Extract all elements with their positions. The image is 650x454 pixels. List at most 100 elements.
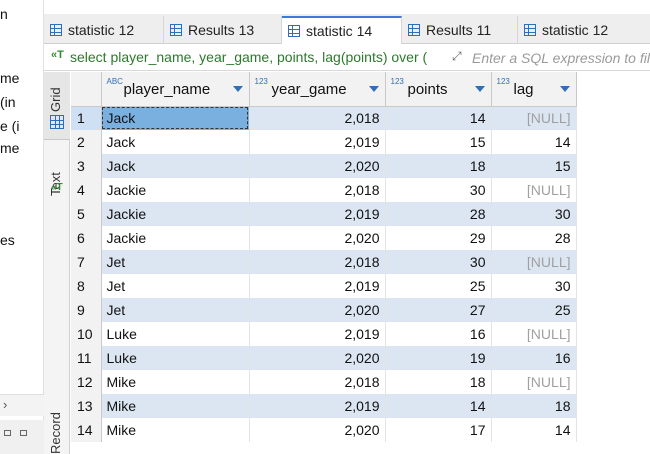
cell-year-game[interactable]: 2,018 xyxy=(249,106,386,130)
cell-points[interactable]: 14 xyxy=(385,106,492,130)
cell-year-game[interactable]: 2,020 xyxy=(249,298,386,322)
table-row[interactable]: 6 Jackie 2,020 29 28 xyxy=(71,226,650,250)
table-row[interactable]: 14 Mike 2,020 17 14 xyxy=(71,418,650,442)
row-number[interactable]: 8 xyxy=(71,274,102,298)
row-number[interactable]: 12 xyxy=(71,370,102,394)
cell-lag[interactable]: 30 xyxy=(491,274,577,298)
navigator-fragment[interactable]: es xyxy=(0,232,15,248)
cell-lag[interactable]: 25 xyxy=(491,298,577,322)
column-header-player-name[interactable]: ABC player_name xyxy=(101,72,250,107)
cell-year-game[interactable]: 2,019 xyxy=(249,130,386,154)
cell-player-name[interactable]: Jackie xyxy=(101,178,250,202)
cell-year-game[interactable]: 2,018 xyxy=(249,370,386,394)
row-number[interactable]: 2 xyxy=(71,130,102,154)
tab-statistic-12-b[interactable]: statistic 12 xyxy=(518,16,650,44)
cell-year-game[interactable]: 2,018 xyxy=(249,178,386,202)
cell-player-name[interactable]: Jackie xyxy=(101,202,250,226)
cell-lag[interactable]: 18 xyxy=(491,394,577,418)
cell-player-name[interactable]: Jack xyxy=(101,106,250,130)
dropdown-arrow-icon[interactable] xyxy=(368,86,379,92)
table-row[interactable]: 13 Mike 2,019 14 18 xyxy=(71,394,650,418)
row-number[interactable]: 3 xyxy=(71,154,102,178)
window-icon[interactable] xyxy=(4,430,11,436)
cell-points[interactable]: 29 xyxy=(385,226,492,250)
tab-results-11[interactable]: Results 11 xyxy=(402,16,518,44)
row-number[interactable]: 11 xyxy=(71,346,102,370)
cell-player-name[interactable]: Jet xyxy=(101,298,250,322)
cell-lag[interactable]: 30 xyxy=(491,202,577,226)
cell-points[interactable]: 27 xyxy=(385,298,492,322)
cell-lag[interactable]: 16 xyxy=(491,346,577,370)
dropdown-arrow-icon[interactable] xyxy=(232,86,243,92)
cell-points[interactable]: 17 xyxy=(385,418,492,442)
table-row[interactable]: 8 Jet 2,019 25 30 xyxy=(71,274,650,298)
row-number[interactable]: 5 xyxy=(71,202,102,226)
cell-points[interactable]: 19 xyxy=(385,346,492,370)
cell-player-name[interactable]: Jackie xyxy=(101,226,250,250)
row-number[interactable]: 7 xyxy=(71,250,102,274)
cell-lag[interactable]: [NULL] xyxy=(491,250,577,274)
cell-year-game[interactable]: 2,019 xyxy=(249,322,386,346)
expand-icon[interactable]: ⤢ xyxy=(452,49,462,63)
table-row[interactable]: 3 Jack 2,020 18 15 xyxy=(71,154,650,178)
row-number[interactable]: 1 xyxy=(71,106,102,130)
query-text[interactable]: select player_name, year_game, points, l… xyxy=(70,49,428,65)
tab-record[interactable]: Record xyxy=(44,392,70,454)
filter-input[interactable] xyxy=(472,47,650,69)
cell-player-name[interactable]: Jet xyxy=(101,274,250,298)
cell-lag[interactable]: 28 xyxy=(491,226,577,250)
cell-year-game[interactable]: 2,020 xyxy=(249,226,386,250)
tab-statistic-14[interactable]: statistic 14 xyxy=(282,16,402,44)
cell-player-name[interactable]: Jack xyxy=(101,130,250,154)
corner-cell[interactable] xyxy=(71,72,102,107)
navigator-fragment[interactable]: (in xyxy=(0,94,16,110)
tab-grid[interactable]: Grid xyxy=(44,72,70,140)
tab-results-13[interactable]: Results 13 xyxy=(164,16,282,44)
cell-year-game[interactable]: 2,020 xyxy=(249,418,386,442)
cell-points[interactable]: 14 xyxy=(385,394,492,418)
cell-year-game[interactable]: 2,020 xyxy=(249,346,386,370)
row-number[interactable]: 10 xyxy=(71,322,102,346)
table-row[interactable]: 1 Jack 2,018 14 [NULL] xyxy=(71,106,650,130)
column-header-lag[interactable]: 123 lag xyxy=(491,72,577,107)
tab-text[interactable]: Text xyxy=(44,146,70,206)
cell-player-name[interactable]: Mike xyxy=(101,394,250,418)
cell-points[interactable]: 15 xyxy=(385,130,492,154)
navigator-fragment[interactable]: me xyxy=(0,140,20,156)
table-row[interactable]: 12 Mike 2,018 18 [NULL] xyxy=(71,370,650,394)
cell-lag[interactable]: 14 xyxy=(491,130,577,154)
table-row[interactable]: 2 Jack 2,019 15 14 xyxy=(71,130,650,154)
cell-lag[interactable]: [NULL] xyxy=(491,322,577,346)
table-row[interactable]: 9 Jet 2,020 27 25 xyxy=(71,298,650,322)
cell-points[interactable]: 18 xyxy=(385,370,492,394)
navigator-fragment[interactable]: e (i xyxy=(0,118,20,134)
cell-lag[interactable]: 15 xyxy=(491,154,577,178)
cell-player-name[interactable]: Jack xyxy=(101,154,250,178)
cell-player-name[interactable]: Jet xyxy=(101,250,250,274)
cell-points[interactable]: 16 xyxy=(385,322,492,346)
navigator-fragment[interactable]: n xyxy=(0,6,8,22)
cell-year-game[interactable]: 2,019 xyxy=(249,274,386,298)
column-header-year-game[interactable]: 123 year_game xyxy=(249,72,386,107)
row-number[interactable]: 9 xyxy=(71,298,102,322)
cell-player-name[interactable]: Mike xyxy=(101,370,250,394)
cell-points[interactable]: 30 xyxy=(385,250,492,274)
scroll-right-icon[interactable]: › xyxy=(3,397,8,412)
navigator-scrollbar[interactable]: › xyxy=(0,394,44,416)
table-row[interactable]: 5 Jackie 2,019 28 30 xyxy=(71,202,650,226)
cell-lag[interactable]: 14 xyxy=(491,418,577,442)
column-header-points[interactable]: 123 points xyxy=(385,72,492,107)
navigator-fragment[interactable]: me xyxy=(0,70,20,86)
cell-player-name[interactable]: Luke xyxy=(101,322,250,346)
table-row[interactable]: 10 Luke 2,019 16 [NULL] xyxy=(71,322,650,346)
cell-points[interactable]: 30 xyxy=(385,178,492,202)
row-number[interactable]: 14 xyxy=(71,418,102,442)
dropdown-arrow-icon[interactable] xyxy=(559,86,570,92)
cell-points[interactable]: 18 xyxy=(385,154,492,178)
table-row[interactable]: 11 Luke 2,020 19 16 xyxy=(71,346,650,370)
cell-year-game[interactable]: 2,020 xyxy=(249,154,386,178)
cell-year-game[interactable]: 2,018 xyxy=(249,250,386,274)
cell-year-game[interactable]: 2,019 xyxy=(249,394,386,418)
cell-year-game[interactable]: 2,019 xyxy=(249,202,386,226)
tab-statistic-12[interactable]: statistic 12 xyxy=(44,16,164,44)
